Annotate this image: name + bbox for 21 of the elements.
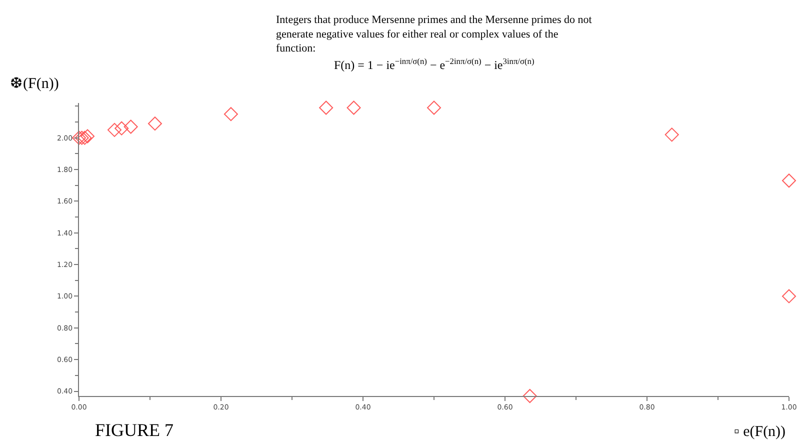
chart-subtitle: F(n) = 1 − ie$^{−inπ/σ(n)}$ − e$^{−2inπ/σ(n)}$ − ie$^{3inπ/σ(n)}$ <box>334 57 534 72</box>
point <box>72 130 86 145</box>
point <box>664 128 679 142</box>
point <box>124 120 138 134</box>
point <box>522 389 537 403</box>
point <box>782 174 796 188</box>
point <box>78 130 92 145</box>
point <box>74 130 89 145</box>
point <box>224 107 238 122</box>
point <box>148 116 162 131</box>
point <box>80 129 95 144</box>
point <box>114 121 129 136</box>
point <box>427 100 441 115</box>
x-axis-title: ▫ e(F(n)) <box>734 424 786 440</box>
caption: FIGURE 7 <box>95 420 174 440</box>
point <box>319 100 334 115</box>
y-axis-title: ❆(F(n)) <box>10 76 59 92</box>
chart-title: Integers that produce Mersenne primes and the Mersenne primes do not generate negative values for either real or complex values of the function: <box>276 14 592 55</box>
point <box>782 289 796 304</box>
point <box>108 122 122 137</box>
point <box>346 100 361 115</box>
